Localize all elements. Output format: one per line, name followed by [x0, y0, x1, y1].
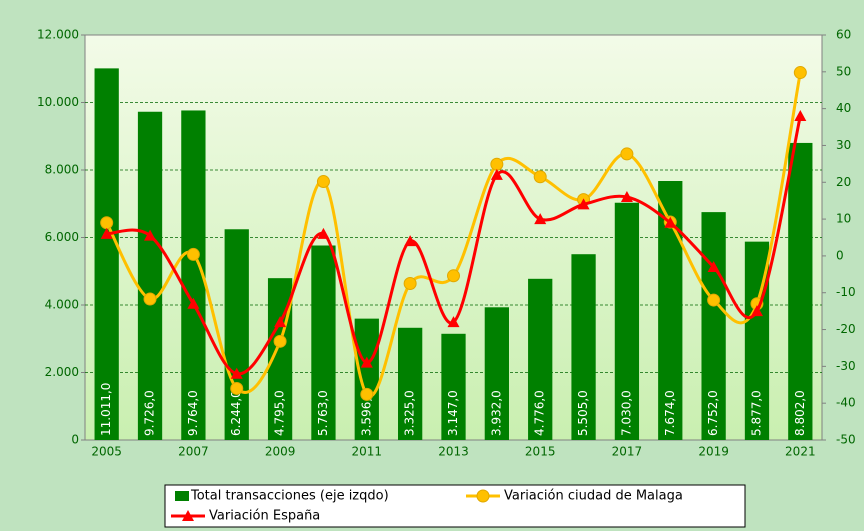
bar — [484, 307, 509, 440]
y2-tick-label: 0 — [836, 248, 844, 262]
marker — [620, 147, 634, 161]
bar — [137, 111, 163, 440]
y2-tick-label: -50 — [836, 433, 856, 447]
y2-tick-label: 20 — [836, 175, 851, 189]
x-tick-label: 2009 — [265, 445, 296, 459]
bar — [701, 212, 726, 440]
y-tick-label: 6.000 — [45, 230, 79, 244]
marker — [490, 157, 504, 171]
marker — [316, 175, 330, 189]
x-tick-label: 2019 — [698, 445, 729, 459]
y2-tick-label: 60 — [836, 28, 851, 42]
marker — [490, 168, 503, 180]
marker — [360, 387, 374, 401]
x-tick-label: 2021 — [785, 445, 816, 459]
bar — [528, 278, 553, 440]
marker — [793, 66, 807, 80]
value-label: 7.674,0 — [663, 390, 677, 436]
x-tick-label: 2015 — [525, 445, 556, 459]
y-tick-label: 8.000 — [45, 163, 79, 177]
value-label: 7.030,0 — [619, 390, 633, 436]
value-label: 9.764,0 — [186, 390, 200, 436]
legend-label: Variación ciudad de Malaga — [504, 489, 683, 504]
x-tick-label: 2017 — [612, 445, 643, 459]
y-tick-label: 0 — [71, 433, 79, 447]
bar — [94, 68, 119, 440]
legend-label: Total transacciones (eje izqdo) — [190, 489, 389, 504]
bar — [788, 142, 813, 440]
bar — [354, 318, 379, 440]
marker — [533, 170, 547, 184]
legend-marker — [182, 510, 194, 521]
marker — [534, 213, 547, 225]
x-tick-label: 2011 — [352, 445, 383, 459]
bar — [571, 254, 596, 440]
y2-tick-label: 30 — [836, 138, 851, 152]
y2-tick-label: 40 — [836, 101, 851, 115]
marker — [794, 110, 807, 121]
y2-tick-label: -30 — [836, 359, 856, 373]
x-tick-label: 2013 — [438, 445, 469, 459]
value-label: 3.932,0 — [489, 390, 503, 436]
marker — [707, 260, 720, 272]
legend-label: Variación España — [209, 509, 320, 524]
marker — [707, 293, 721, 307]
legend-box — [164, 484, 746, 528]
legend-marker — [476, 489, 490, 503]
value-label: 6.752,0 — [706, 390, 720, 436]
value-label: 11.011,0 — [99, 383, 113, 436]
marker — [317, 227, 330, 239]
value-label: 9.726,0 — [143, 390, 157, 436]
legend-swatch — [175, 491, 189, 501]
marker — [577, 198, 590, 210]
value-label: 4.795,0 — [273, 390, 287, 436]
y2-tick-label: 50 — [836, 64, 851, 78]
marker — [230, 381, 244, 395]
bar — [224, 229, 249, 440]
y-tick-label: 2.000 — [45, 365, 79, 379]
marker — [274, 316, 287, 328]
marker — [447, 316, 460, 328]
value-label: 8.802,0 — [793, 390, 807, 436]
marker — [664, 216, 677, 228]
marker — [144, 229, 157, 241]
y-tick-label: 10.000 — [37, 95, 79, 109]
value-label: 5.877,0 — [749, 390, 763, 436]
y-tick-label: 4.000 — [45, 298, 79, 312]
bar — [614, 202, 640, 440]
value-label: 5.505,0 — [576, 390, 590, 436]
marker — [360, 356, 373, 368]
bar — [311, 245, 336, 440]
y2-tick-label: -40 — [836, 396, 856, 410]
value-label: 3.147,0 — [446, 390, 460, 436]
value-label: 3.596,0 — [359, 390, 373, 436]
marker — [100, 216, 114, 230]
y-tick-label: 12.000 — [37, 28, 79, 42]
bar — [398, 327, 423, 440]
x-tick-label: 2007 — [178, 445, 209, 459]
marker — [447, 269, 460, 283]
marker — [620, 191, 633, 202]
marker — [750, 305, 763, 317]
marker — [186, 247, 200, 261]
marker — [404, 235, 417, 247]
y2-tick-label: 10 — [836, 212, 851, 226]
value-label: 3.325,0 — [403, 390, 417, 436]
value-label: 6.244,0 — [229, 390, 243, 436]
value-label: 5.763,0 — [316, 390, 330, 436]
marker — [230, 367, 243, 379]
x-tick-label: 2005 — [91, 445, 122, 459]
marker — [143, 292, 157, 306]
marker — [273, 334, 287, 348]
y2-tick-label: -10 — [836, 285, 856, 299]
y2-tick-label: -20 — [836, 322, 856, 336]
marker — [187, 297, 200, 309]
value-label: 4.776,0 — [533, 390, 547, 436]
marker — [403, 277, 417, 291]
bar — [441, 333, 466, 440]
marker — [100, 227, 113, 239]
